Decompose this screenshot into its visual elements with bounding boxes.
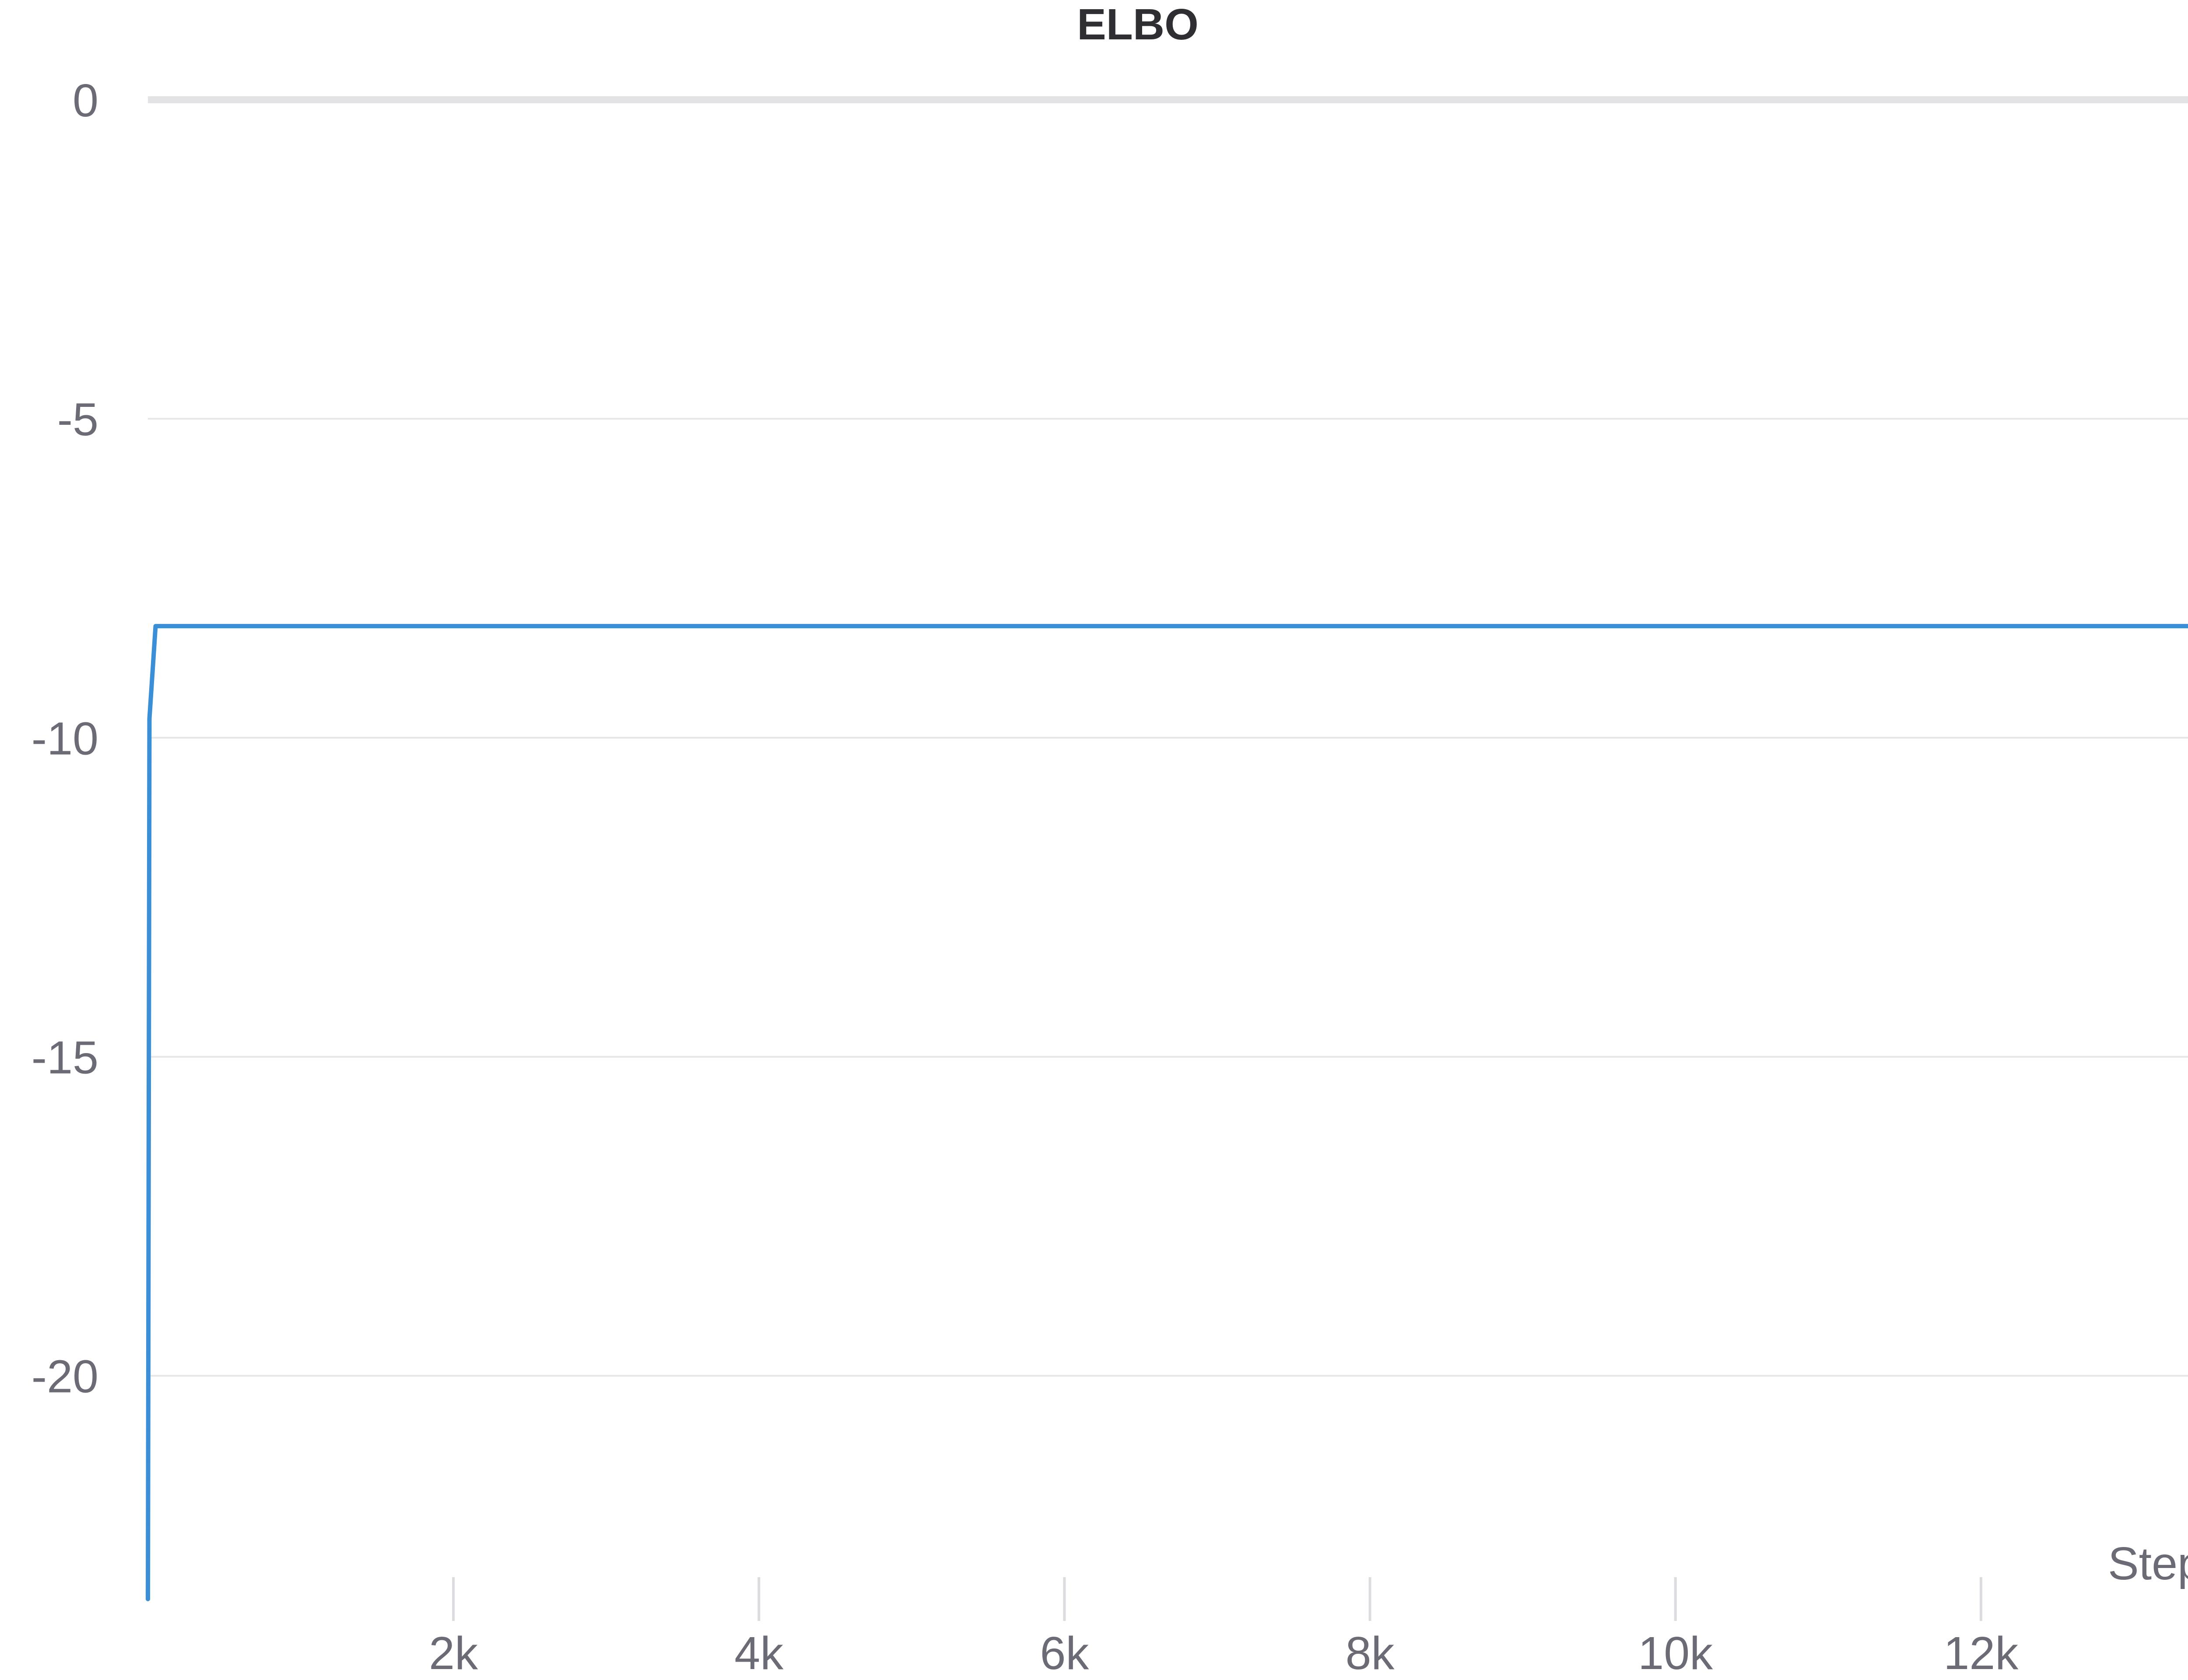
x-tick-label: 6k [1040,1628,1089,1679]
y-tick-labels: 0 -5 -10 -15 -20 [32,75,98,1403]
x-tick-labels: 2k 4k 6k 8k 10k 12k [429,1628,2019,1679]
y-tick-label: -20 [32,1351,98,1403]
y-tick-label: -15 [32,1032,98,1083]
chart-title: ELBO [1077,0,1199,49]
x-tick-label: 2k [429,1628,478,1679]
series-line [146,624,2188,1601]
y-tick-label: -5 [57,394,98,445]
y-tick-label: -10 [32,713,98,764]
x-tick-label: 8k [1346,1628,1395,1679]
y-tick-label: 0 [73,75,98,126]
y-grid [148,96,2188,1377]
x-ticks [452,1577,1982,1621]
x-axis-label: Step [2108,1538,2188,1589]
series-layer [146,624,2188,1601]
x-tick-label: 10k [1638,1628,1713,1679]
x-tick-label: 12k [1943,1628,2019,1679]
x-tick-label: 4k [734,1628,784,1679]
